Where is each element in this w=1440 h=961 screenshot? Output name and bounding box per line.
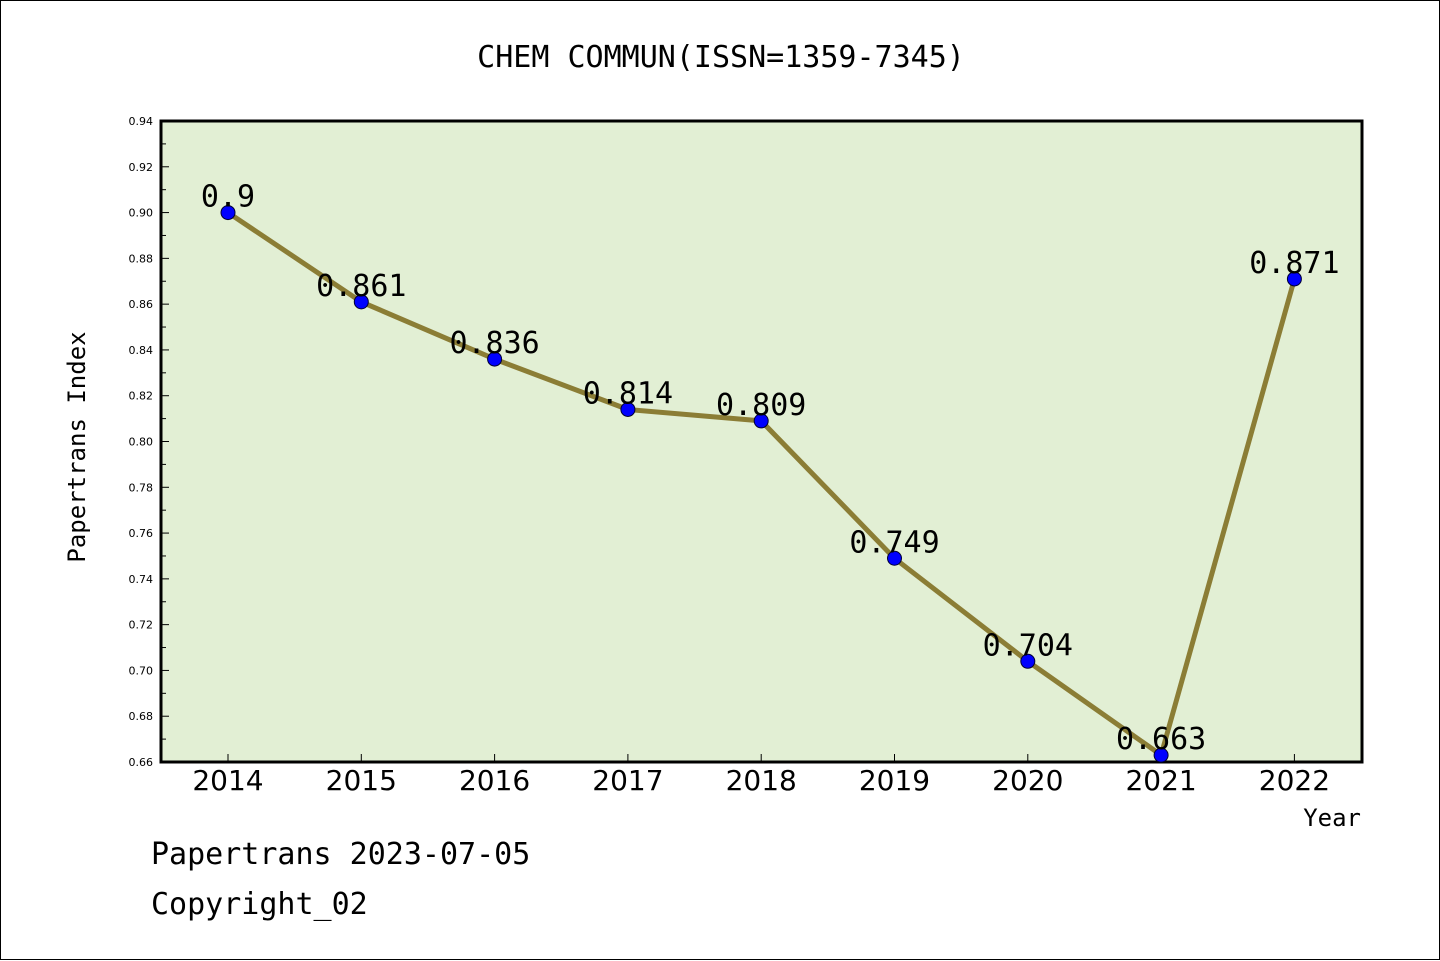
y-tick-label: 0.72 — [129, 619, 154, 632]
data-label: 0.814 — [583, 376, 673, 411]
data-label: 0.663 — [1116, 722, 1206, 757]
x-tick-label: 2020 — [992, 764, 1063, 797]
y-tick-label: 0.78 — [129, 481, 154, 494]
x-tick-label: 2016 — [459, 764, 530, 797]
chart-title: CHEM COMMUN(ISSN=1359-7345) — [477, 40, 965, 75]
data-point — [753, 413, 769, 429]
data-label: 0.809 — [716, 388, 806, 423]
y-tick-label: 0.94 — [129, 115, 154, 128]
y-tick-label: 0.76 — [129, 527, 154, 540]
y-tick-label: 0.74 — [129, 573, 154, 586]
y-tick-label: 0.82 — [129, 390, 154, 403]
x-tick-label: 2014 — [192, 764, 263, 797]
data-label: 0.9 — [201, 180, 255, 215]
data-point — [1020, 653, 1036, 669]
data-point — [220, 205, 236, 221]
y-tick-label: 0.68 — [129, 710, 154, 723]
y-tick-label: 0.66 — [129, 756, 154, 769]
y-tick-label: 0.92 — [129, 161, 154, 174]
x-tick-label: 2017 — [592, 764, 663, 797]
data-label: 0.704 — [983, 628, 1073, 663]
x-tick-label: 2015 — [326, 764, 397, 797]
data-point — [487, 351, 503, 367]
y-tick-label: 0.86 — [129, 298, 154, 311]
data-point — [620, 401, 636, 417]
data-label: 0.871 — [1249, 246, 1339, 281]
x-tick-label: 2019 — [859, 764, 930, 797]
x-tick-label: 2022 — [1259, 764, 1330, 797]
y-tick-label: 0.90 — [129, 207, 154, 220]
y-tick-label: 0.80 — [129, 436, 154, 449]
footer-date: Papertrans 2023-07-05 — [151, 837, 531, 872]
x-tick-label: 2018 — [726, 764, 797, 797]
x-tick-label: 2021 — [1125, 764, 1196, 797]
data-point — [1286, 271, 1302, 287]
data-point — [353, 294, 369, 310]
data-label: 0.749 — [849, 525, 939, 560]
y-axis: 0.66 0.68 0.70 0.72 0.74 0.76 0.78 0.80 0.82 0.84… — [129, 115, 169, 769]
x-axis-label: Year — [1303, 804, 1361, 832]
data-point — [1153, 747, 1169, 763]
footer-copyright: Copyright_02 — [151, 887, 368, 922]
data-label: 0.836 — [449, 326, 539, 361]
data-point — [887, 550, 902, 566]
plot-area — [159, 119, 1364, 764]
data-labels: 0.9 0.861 0.836 0.814 0.809 0.749 0.704 0.663 0.… — [201, 180, 1340, 758]
y-tick-label: 0.88 — [129, 252, 154, 265]
data-label: 0.861 — [316, 269, 406, 304]
y-axis-label: Papertrans Index — [63, 331, 91, 562]
x-axis: 2014 2015 2016 2017 2018 2019 2020 2021 2022 — [192, 754, 1330, 797]
y-tick-label: 0.70 — [129, 664, 154, 677]
y-tick-label: 0.84 — [129, 344, 154, 357]
series-markers — [220, 205, 1302, 763]
